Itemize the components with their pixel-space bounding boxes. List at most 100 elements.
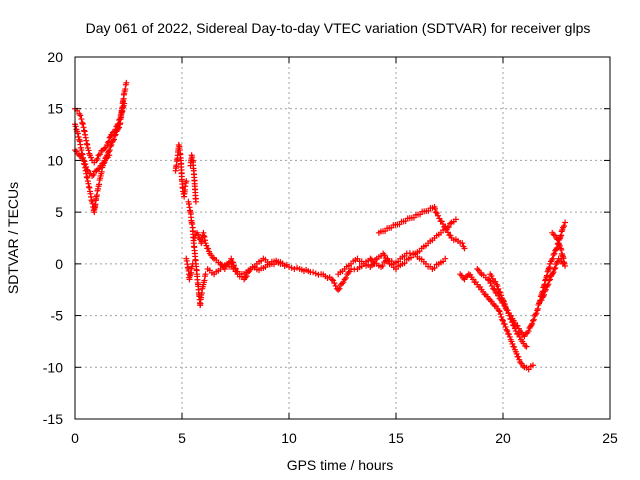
data-point-track-n (498, 292, 505, 299)
data-point-track-m (474, 266, 481, 273)
data-point-track-j (370, 260, 377, 267)
data-point-track-c (106, 152, 113, 159)
data-point-track-m (528, 322, 535, 329)
data-point-track-b (119, 108, 126, 115)
data-point-track-o (553, 259, 560, 266)
data-point-track-b (88, 154, 95, 161)
data-point-track-b (106, 134, 113, 141)
data-point-track-m (491, 286, 498, 293)
data-point-track-l (503, 326, 510, 333)
data-point-track-h (230, 259, 237, 266)
data-point-track-m (530, 316, 537, 323)
data-point-track-h (328, 276, 335, 283)
data-point-track-h (288, 264, 295, 271)
y-axis-label: SDTVAR / TECUs (5, 182, 21, 294)
data-points (72, 79, 569, 373)
data-point-track-h (442, 255, 449, 262)
x-tick-label: 25 (602, 430, 618, 446)
data-point-track-a (110, 136, 117, 143)
data-point-track-m (546, 264, 553, 271)
data-point-track-m (551, 250, 558, 257)
y-tick-label: -5 (51, 308, 64, 324)
data-point-track-h (291, 266, 298, 273)
data-point-track-o (552, 265, 559, 272)
data-point-track-o (541, 288, 548, 295)
data-point-track-c (81, 158, 88, 165)
chart-title: Day 061 of 2022, Sidereal Day-to-day VTE… (86, 20, 591, 36)
data-point-track-n (494, 283, 501, 290)
data-point-track-m (532, 311, 539, 318)
data-point-track-l (529, 362, 536, 369)
data-point-track-k (447, 232, 454, 239)
data-point-track-j (452, 216, 459, 223)
data-point-track-a (107, 143, 114, 150)
data-point-track-b (85, 147, 92, 154)
data-point-track-n (500, 297, 506, 304)
data-point-track-h (336, 285, 343, 292)
x-tick-label: 5 (178, 430, 186, 446)
data-point-track-j (407, 254, 414, 261)
data-point-track-o (549, 270, 556, 277)
data-point-track-l (505, 331, 512, 338)
data-point-track-a (74, 130, 81, 137)
data-point-track-m (562, 219, 569, 226)
data-point-track-l (487, 297, 494, 304)
y-tick-label: 5 (55, 204, 63, 220)
data-point-track-k (435, 212, 442, 219)
data-point-track-a (123, 79, 130, 86)
data-point-track-o (545, 281, 552, 288)
data-point-track-o (551, 266, 558, 273)
data-point-track-n (504, 307, 511, 314)
data-point-track-h (431, 265, 438, 272)
data-point-track-b (115, 120, 122, 127)
data-point-track-l (498, 313, 505, 320)
data-point-track-h (330, 277, 337, 284)
data-point-track-k (459, 240, 466, 247)
data-point-track-j (385, 258, 392, 265)
data-point-track-c (80, 157, 87, 164)
data-point-track-c (83, 166, 90, 173)
data-point-track-o (540, 293, 547, 300)
data-point-track-n (508, 316, 515, 323)
data-point-track-h (242, 274, 249, 281)
data-point-track-k (461, 245, 468, 252)
x-tick-label: 15 (388, 430, 404, 446)
data-point-track-j (382, 255, 389, 262)
data-point-track-h (341, 276, 348, 283)
grid (75, 57, 610, 419)
data-point-track-c (90, 171, 97, 178)
data-point-track-e (202, 271, 209, 278)
data-point-track-b (116, 116, 123, 123)
data-point-track-m (550, 251, 557, 258)
data-point-track-h (205, 245, 212, 252)
data-point-track-n (515, 331, 522, 338)
data-point-track-m (544, 272, 551, 279)
data-point-track-m (533, 310, 540, 317)
data-point-track-n (509, 319, 516, 326)
data-point-track-o (542, 286, 549, 293)
x-axis-label: GPS time / hours (287, 457, 394, 473)
data-point-track-n (511, 322, 518, 329)
data-point-track-a (72, 123, 79, 130)
data-point-track-o (541, 291, 548, 298)
data-point-track-n (523, 343, 530, 350)
data-point-track-m (529, 317, 536, 324)
data-point-track-o (550, 269, 557, 276)
data-point-track-l (495, 307, 502, 314)
data-point-track-l (496, 308, 503, 315)
data-point-track-h (230, 262, 237, 269)
data-point-track-d (183, 178, 190, 185)
data-point-track-a (75, 133, 82, 140)
data-point-track-h (332, 282, 339, 289)
data-point-track-l (506, 333, 513, 340)
data-point-track-l (457, 271, 464, 278)
data-point-track-m (490, 285, 497, 292)
data-point-track-h (294, 264, 301, 271)
y-tick-label: 10 (47, 152, 63, 168)
data-point-track-h (228, 255, 235, 262)
data-point-track-m (534, 305, 541, 312)
data-point-track-n (495, 285, 502, 292)
data-point-track-b (78, 116, 85, 123)
data-point-track-m (525, 328, 532, 335)
